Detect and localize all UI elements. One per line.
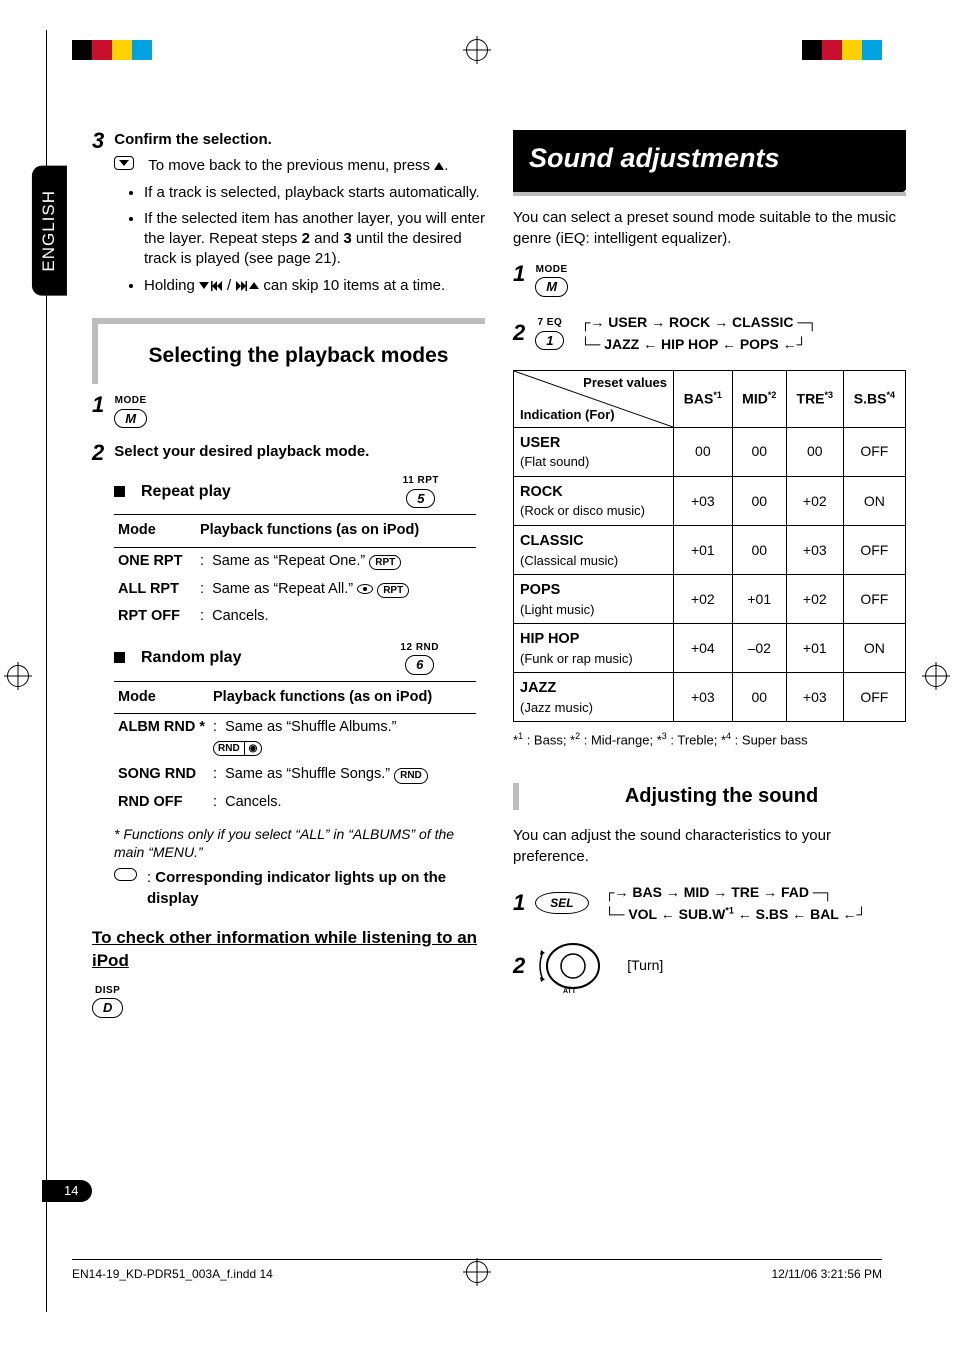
table-row: RPT OFF: Cancels. bbox=[114, 603, 476, 631]
disp-button[interactable]: DISP D bbox=[92, 984, 123, 1018]
square-bullet-icon bbox=[114, 486, 125, 497]
rnd-disc-badge-icon: RND◉ bbox=[213, 741, 262, 757]
table-legend: *1 : Bass; *2 : Mid-range; *3 : Treble; … bbox=[513, 730, 906, 749]
mode-button[interactable]: MODE M bbox=[535, 263, 568, 297]
section-banner: Sound adjustments bbox=[513, 130, 906, 192]
right-column: Sound adjustments You can select a prese… bbox=[513, 130, 906, 1018]
step-number: 1 bbox=[92, 394, 104, 416]
dial-icon[interactable]: ATT bbox=[535, 936, 605, 996]
up-triangle-icon bbox=[434, 162, 444, 170]
intro-text: You can adjust the sound characteristics… bbox=[513, 826, 906, 867]
rpt-badge-icon: RPT bbox=[369, 555, 401, 571]
turn-label: [Turn] bbox=[627, 956, 663, 975]
disc-badge-icon bbox=[357, 584, 373, 594]
page: ENGLISH 3 Confirm the selection. To move… bbox=[0, 0, 954, 1352]
svg-text:ATT: ATT bbox=[563, 988, 577, 995]
square-bullet-icon bbox=[114, 652, 125, 663]
ipod-info-heading: To check other information while listeni… bbox=[92, 927, 485, 973]
eq-preset-table: Preset values Indication (For) BAS*1 MID… bbox=[513, 370, 906, 723]
skip-icons: / bbox=[199, 276, 259, 296]
random-table: ModePlayback functions (as on iPod) ALBM… bbox=[114, 681, 476, 817]
table-row: SONG RND: Same as “Shuffle Songs.” RND bbox=[114, 761, 476, 789]
col-header: S.BS*4 bbox=[843, 370, 905, 427]
rnd-badge-icon: RND bbox=[394, 768, 428, 784]
table-row: ALL RPT: Same as “Repeat All.” RPT bbox=[114, 576, 476, 604]
step-title: Confirm the selection. bbox=[114, 131, 272, 148]
col-header: MID*2 bbox=[732, 370, 786, 427]
registration-cross bbox=[466, 39, 488, 61]
table-row: USER(Flat sound)000000OFF bbox=[514, 427, 906, 476]
step-number: 1 bbox=[513, 263, 525, 285]
bullet: If the selected item has another layer, … bbox=[144, 209, 485, 270]
footnote: * Functions only if you select “ALL” in … bbox=[114, 825, 485, 863]
table-row: JAZZ(Jazz music)+0300+03OFF bbox=[514, 673, 906, 722]
cmyk-swatches bbox=[72, 40, 152, 60]
section-heading: Selecting the playback modes bbox=[92, 318, 485, 384]
table-row: POPS(Light music)+02+01+02OFF bbox=[514, 575, 906, 624]
eq-flow: ┌→ USER → ROCK → CLASSIC ─┐ └─ JAZZ ← HI… bbox=[580, 311, 817, 356]
rpt-badge-icon: RPT bbox=[377, 583, 409, 599]
step-title: Select your desired playback mode. bbox=[114, 442, 369, 462]
sel-flow: ┌→ BAS → MID → TRE → FAD ─┐ └─ VOL ← SUB… bbox=[605, 881, 867, 926]
indicator-icon bbox=[114, 868, 137, 881]
indicator-note: : Corresponding indicator lights up on t… bbox=[114, 868, 485, 909]
col-header: BAS*1 bbox=[674, 370, 733, 427]
rpt-button[interactable]: 11 RPT 5 bbox=[403, 474, 439, 508]
step-number: 2 bbox=[513, 955, 525, 977]
table-row: ROCK(Rock or disco music)+0300+02ON bbox=[514, 476, 906, 525]
col-header: TRE*3 bbox=[786, 370, 843, 427]
table-row: RND OFF: Cancels. bbox=[114, 789, 476, 817]
bullet: If a track is selected, playback starts … bbox=[144, 183, 485, 203]
step-number: 3 bbox=[92, 130, 104, 152]
step-hint: To move back to the previous menu, press… bbox=[148, 156, 448, 176]
registration-left bbox=[6, 0, 30, 1352]
repeat-table: ModePlayback functions (as on iPod) ONE … bbox=[114, 514, 476, 630]
cmyk-swatches bbox=[802, 40, 882, 60]
registration-top bbox=[0, 38, 954, 62]
table-row: CLASSIC(Classical music)+0100+03OFF bbox=[514, 526, 906, 575]
mode-button[interactable]: MODE M bbox=[114, 394, 147, 428]
step-number: 2 bbox=[92, 442, 104, 464]
eq-button[interactable]: 7 EQ 1 bbox=[535, 316, 564, 350]
table-row: ALBM RND *: Same as “Shuffle Albums.”RND… bbox=[114, 714, 476, 762]
intro-text: You can select a preset sound mode suita… bbox=[513, 208, 906, 249]
subsection-label: Repeat play bbox=[141, 481, 231, 503]
diagonal-header: Preset values Indication (For) bbox=[514, 370, 674, 427]
registration-cross bbox=[466, 1261, 488, 1283]
rnd-button[interactable]: 12 RND 6 bbox=[400, 641, 439, 675]
registration-bottom bbox=[0, 1260, 954, 1284]
registration-right bbox=[924, 0, 948, 1352]
down-button-icon[interactable] bbox=[114, 156, 134, 170]
left-column: 3 Confirm the selection. To move back to… bbox=[48, 130, 485, 1018]
step-number: 1 bbox=[513, 892, 525, 914]
page-number: 14 bbox=[42, 1180, 92, 1202]
subsection-label: Random play bbox=[141, 647, 241, 669]
step-number: 2 bbox=[513, 322, 525, 344]
sel-button[interactable]: SEL bbox=[535, 892, 588, 914]
table-row: ONE RPT: Same as “Repeat One.” RPT bbox=[114, 547, 476, 575]
section-heading: Adjusting the sound bbox=[513, 783, 906, 810]
bullet: Holding / can skip 10 items at a time. bbox=[144, 276, 485, 296]
language-tab: ENGLISH bbox=[32, 166, 67, 296]
table-row: HIP HOP(Funk or rap music)+04–02+01ON bbox=[514, 624, 906, 673]
